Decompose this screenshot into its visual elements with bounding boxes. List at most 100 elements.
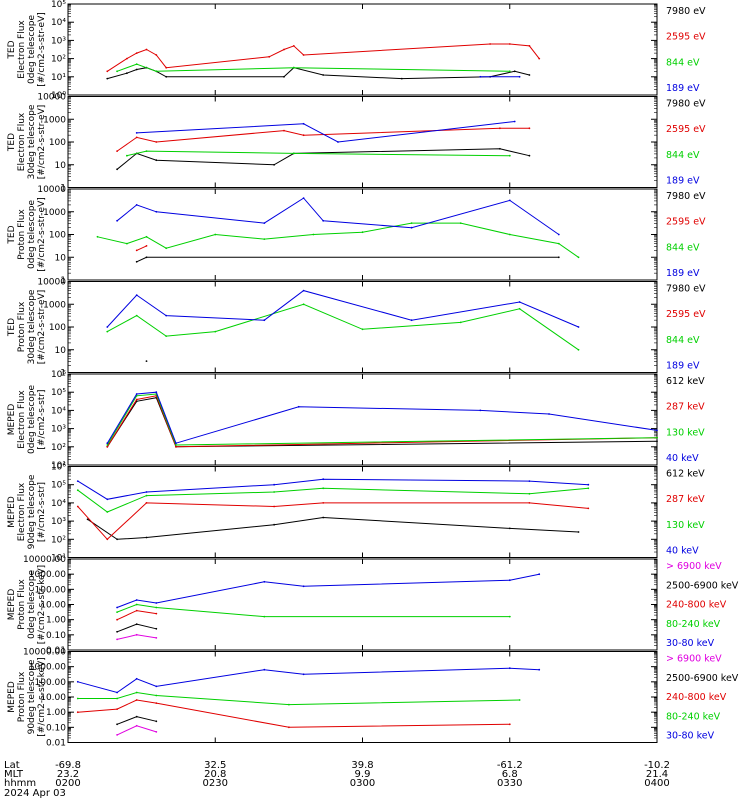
data-point: [106, 498, 109, 501]
time-axis-hhmm-label: 0230: [203, 778, 228, 789]
data-point: [656, 429, 658, 432]
legend-entry: 189 eV: [666, 83, 700, 94]
data-point: [508, 579, 511, 582]
legend-entry: 7980 eV: [666, 284, 706, 295]
series-line-ted-e-0-0: [107, 67, 530, 80]
data-point: [135, 603, 138, 606]
y-axis-label: [#/cm2-s-str-eV]: [37, 12, 47, 87]
series-line-ted-e-0-2: [116, 63, 510, 72]
data-point: [587, 483, 590, 486]
data-point: [528, 154, 531, 157]
data-point: [116, 618, 118, 621]
data-point: [302, 197, 305, 200]
y-tick-label: 10²: [51, 443, 66, 453]
y-axis-label: 0deg telescope: [27, 15, 37, 85]
data-point: [518, 301, 521, 303]
data-point: [155, 612, 158, 615]
y-axis-label: 90deg telescope: [27, 474, 37, 549]
y-tick-label: 100: [49, 323, 66, 333]
data-point: [587, 487, 590, 490]
data-point: [116, 150, 118, 153]
data-point: [145, 150, 148, 153]
data-point: [106, 445, 109, 448]
time-axis-lat-label: -61.2: [497, 760, 523, 771]
legend-entry: 612 keV: [666, 469, 705, 480]
data-point: [116, 723, 118, 726]
data-point: [116, 611, 118, 613]
y-axis-label: Proton Flux: [17, 209, 27, 260]
data-point: [557, 256, 560, 259]
data-point: [135, 136, 138, 139]
data-point: [577, 348, 580, 351]
legend-entry: 30-80 keV: [666, 638, 715, 649]
series-line-meped-e-90-0: [87, 516, 579, 540]
y-axis-label: Electron Flux: [17, 482, 27, 541]
legend-entry: 40 keV: [666, 453, 699, 464]
y-axis-label: 30deg telescope: [27, 104, 37, 179]
series-line-ted-p-0-3: [116, 197, 560, 235]
data-point: [499, 127, 501, 130]
data-point: [175, 442, 177, 445]
panel-meped-p-90: 0.01 0.10 1.00 10.00 100.00 1000.00 10000.00 ME…: [7, 648, 739, 749]
y-tick-label: 10.00: [40, 693, 66, 703]
y-axis-label: MEPED: [7, 681, 17, 713]
data-point: [155, 606, 158, 609]
data-point: [126, 242, 128, 245]
data-point: [126, 72, 128, 75]
y-tick-label: 100.00: [35, 585, 67, 595]
data-point: [145, 360, 148, 362]
time-axis-mlt-label: 20.8: [204, 769, 226, 780]
data-point: [263, 319, 266, 322]
data-point: [76, 711, 79, 714]
data-point: [361, 231, 364, 234]
series-line-ted-e-0-1: [107, 43, 540, 72]
data-point: [322, 74, 325, 76]
panel-ted-p-0: 1 10 100 1000 10000 TED Proton Flux 0deg telesc…: [7, 185, 706, 286]
data-point: [273, 483, 275, 486]
data-point: [312, 233, 315, 236]
data-point: [165, 75, 168, 78]
data-point: [410, 222, 413, 225]
y-tick-label: 10000.00: [23, 648, 66, 658]
data-point: [135, 132, 138, 134]
y-axis-label: MEPED: [7, 404, 17, 436]
data-point: [135, 68, 138, 71]
panel-frame: [67, 188, 658, 281]
data-point: [263, 580, 266, 583]
y-axis-label: Proton Flux: [17, 301, 27, 352]
y-axis-label: [#/cm2-s-str-keV]: [37, 657, 47, 736]
legend-entry: 7980 eV: [666, 99, 706, 110]
data-point: [155, 70, 158, 73]
y-tick-label: 10⁶: [51, 370, 66, 380]
data-point: [479, 409, 482, 412]
y-tick-label: 0.01: [46, 739, 66, 749]
data-point: [263, 238, 266, 241]
data-point: [116, 630, 118, 633]
data-point: [288, 726, 290, 729]
y-axis-label: MEPED: [7, 589, 17, 621]
data-point: [116, 538, 118, 541]
panel-ted-p-30: 1 10 100 1000 10000 TED Proton Flux 30deg teles…: [7, 278, 706, 379]
data-point: [489, 43, 491, 45]
data-point: [288, 703, 290, 706]
data-point: [322, 516, 325, 519]
series-line-meped-e-90-1: [77, 502, 589, 541]
data-point: [410, 319, 413, 322]
y-tick-label: 10⁵: [51, 388, 66, 398]
data-point: [577, 326, 580, 328]
data-point: [155, 54, 158, 56]
data-point: [302, 673, 305, 676]
data-point: [135, 699, 138, 701]
panel-frame: [67, 558, 658, 651]
data-point: [508, 43, 511, 45]
data-point: [513, 120, 516, 123]
legend-entry: 844 eV: [666, 150, 700, 161]
time-axis-lat-label: 39.8: [351, 760, 373, 771]
legend-entry: 2595 eV: [666, 124, 706, 135]
data-point: [135, 52, 138, 54]
panel-meped-e-0: 10¹ 10² 10³ 10⁴ 10⁵ 10⁶ MEPED Electron Flux 0deg…: [7, 370, 705, 471]
legend-entry: 612 keV: [666, 376, 705, 387]
y-tick-label: 10⁵: [51, 481, 66, 491]
